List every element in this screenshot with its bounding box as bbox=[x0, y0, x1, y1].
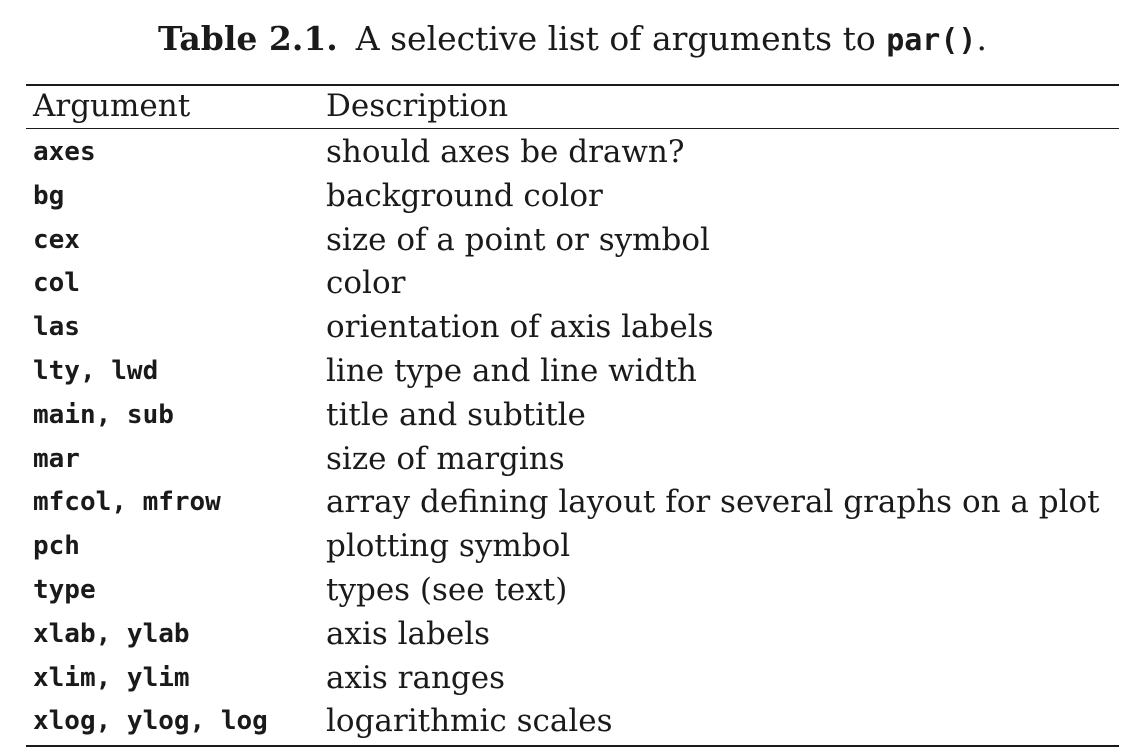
caption-period: . bbox=[976, 19, 988, 58]
table-row: main, sub title and subtitle bbox=[0, 394, 1145, 438]
argument-cell: cex bbox=[33, 224, 80, 255]
description-cell: axis labels bbox=[326, 615, 491, 652]
argument-cell: xlim, ylim bbox=[33, 662, 190, 693]
description-cell: orientation of axis labels bbox=[326, 309, 714, 346]
table-row: las orientation of axis labels bbox=[0, 306, 1145, 350]
description-cell: background color bbox=[326, 177, 603, 214]
argument-cell: main, sub bbox=[33, 399, 174, 430]
table-body: axes should axes be drawn? bg background… bbox=[0, 131, 1145, 744]
argument-cell: bg bbox=[33, 180, 65, 211]
argument-cell: pch bbox=[33, 531, 80, 562]
table-row: type types (see text) bbox=[0, 569, 1145, 613]
description-cell: size of a point or symbol bbox=[326, 221, 710, 258]
table-row: lty, lwd line type and line width bbox=[0, 350, 1145, 394]
table-row: xlog, ylog, log logarithmic scales bbox=[0, 700, 1145, 744]
caption-code: par() bbox=[886, 23, 977, 58]
argument-cell: lty, lwd bbox=[33, 355, 159, 386]
argument-cell: xlab, ylab bbox=[33, 618, 190, 649]
table-row: mar size of margins bbox=[0, 438, 1145, 482]
table-row: axes should axes be drawn? bbox=[0, 131, 1145, 175]
description-cell: array defining layout for several graphs… bbox=[326, 484, 1100, 521]
description-cell: color bbox=[326, 265, 406, 302]
description-cell: logarithmic scales bbox=[326, 703, 613, 740]
header-argument: Argument bbox=[33, 88, 191, 124]
description-cell: title and subtitle bbox=[326, 396, 586, 433]
table-row: cex size of a point or symbol bbox=[0, 219, 1145, 263]
table-row: col color bbox=[0, 262, 1145, 306]
description-cell: should axes be drawn? bbox=[326, 134, 685, 170]
argument-cell: type bbox=[33, 574, 96, 605]
table-row: bg background color bbox=[0, 175, 1145, 219]
description-cell: size of margins bbox=[326, 440, 565, 477]
table-number: Table 2.1. bbox=[158, 19, 338, 58]
description-cell: line type and line width bbox=[326, 352, 697, 389]
table-caption: Table 2.1. A selective list of arguments … bbox=[0, 18, 1145, 62]
argument-cell: axes bbox=[33, 137, 96, 167]
header-description: Description bbox=[326, 88, 509, 124]
description-cell: plotting symbol bbox=[326, 528, 571, 565]
bottom-rule bbox=[26, 745, 1119, 747]
argument-cell: mar bbox=[33, 443, 80, 474]
header-rule bbox=[26, 128, 1119, 129]
argument-cell: las bbox=[33, 312, 80, 343]
argument-cell: mfcol, mfrow bbox=[33, 487, 221, 518]
table-row: xlab, ylab axis labels bbox=[0, 613, 1145, 657]
argument-cell: xlog, ylog, log bbox=[33, 706, 268, 737]
caption-text: A selective list of arguments to bbox=[355, 19, 887, 58]
top-rule bbox=[26, 84, 1119, 86]
argument-cell: col bbox=[33, 268, 80, 299]
table-row: xlim, ylim axis ranges bbox=[0, 657, 1145, 701]
description-cell: types (see text) bbox=[326, 571, 568, 608]
table-row: mfcol, mfrow array defining layout for s… bbox=[0, 481, 1145, 525]
description-cell: axis ranges bbox=[326, 659, 506, 696]
table-row: pch plotting symbol bbox=[0, 525, 1145, 569]
